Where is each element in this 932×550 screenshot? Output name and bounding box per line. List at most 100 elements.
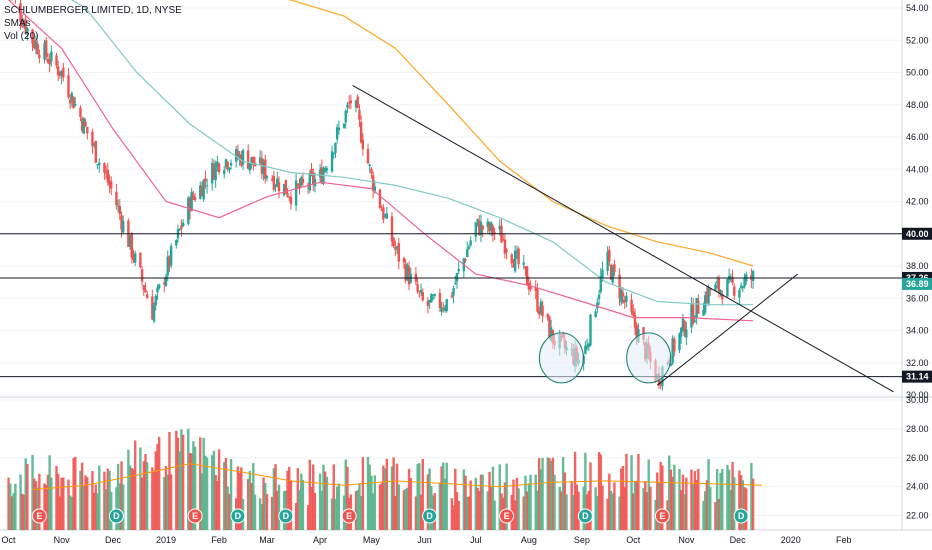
volume-bar [80,462,84,530]
candle-body [738,289,741,298]
candle-body [517,248,520,265]
candle-body [709,288,712,291]
candle-body [402,258,406,263]
candle-body [26,28,29,35]
volume-bar [82,485,86,530]
candle [211,158,214,191]
volume-bar [426,474,430,530]
candle-body [705,291,709,302]
candle [488,221,491,235]
candle [733,283,736,300]
candle-body [406,264,409,280]
volume-bar [527,483,531,530]
volume-bar [60,477,63,530]
candle [332,152,335,159]
dividend-marker: D [108,508,124,524]
candle [669,363,673,367]
volume-bar [262,477,265,530]
volume-bar [236,466,240,530]
volume-bar [67,479,70,530]
candle [228,167,231,174]
candle-body [587,343,590,347]
candle [91,128,94,154]
candle [74,97,77,107]
candle [248,163,252,175]
volume-bar [517,488,520,530]
candle-body [204,178,207,182]
candle-body [130,233,133,258]
candle [79,105,82,121]
volume-bar [10,496,14,530]
candle-body [168,256,171,267]
time-tick-label: Jul [470,535,482,545]
candle [589,313,592,347]
candle-body [488,223,491,232]
candle [349,94,353,110]
volume-bar [92,492,96,530]
volume-bar [707,459,710,530]
candle-body [620,290,623,303]
time-tick-label: Nov [678,535,695,545]
candle [378,188,382,210]
candle-body [67,75,70,98]
candle-body [86,126,89,134]
candle-body [373,186,377,191]
volume-bar [306,505,310,530]
event-badge [187,508,203,524]
candle-body [142,285,145,290]
candle-body [313,178,317,187]
candle [707,284,710,306]
volume-bar [601,485,604,530]
candle-body [549,327,553,341]
candle-body [623,299,626,303]
volume-bar [464,475,467,530]
volume-bar [536,490,539,530]
volume-bar [252,463,255,530]
volume-bar [265,494,269,530]
volume-bar [606,498,609,530]
candle-body [394,247,397,250]
volume-bar [152,470,156,530]
candle [296,183,300,188]
volume-bar [486,491,489,530]
candle-body [192,194,195,198]
volume-bar [325,476,329,530]
volume-bar [611,493,614,530]
candle [312,168,315,192]
candle [108,174,111,193]
candle [625,291,628,308]
candle [116,199,120,213]
candle [455,272,459,289]
candle-body [298,182,301,189]
event-badge [422,508,438,524]
volume-indicator-label: Vol (20) [4,31,39,42]
candle-body [691,304,695,324]
candle-body [589,314,592,346]
volume-bar [84,475,87,530]
volume-bar [330,498,334,530]
candle [282,183,286,197]
candle [178,228,181,232]
candle [80,116,84,134]
candle [294,173,298,212]
candle [525,265,529,286]
volume-bar [128,465,132,530]
volume-bar [498,464,501,530]
volume-bar [298,489,301,530]
candle [548,315,551,339]
volume-bar [332,464,335,530]
candle [156,284,159,300]
volume-bar [743,487,746,530]
volume-bar [659,461,662,530]
earnings-marker: E [341,508,357,524]
price-tick-label: 46.00 [906,132,929,142]
candle-body [344,110,347,123]
candle [442,302,445,313]
volume-bar [647,459,650,530]
candle [370,167,373,179]
candle [84,118,87,128]
candle [128,234,132,250]
volume-bar [286,470,289,530]
candle [288,196,291,202]
